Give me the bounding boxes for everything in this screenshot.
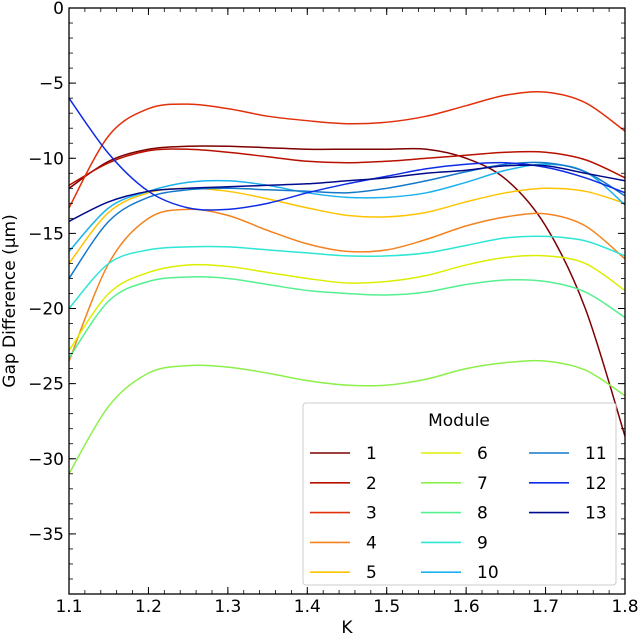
legend-label-3: 3 <box>366 504 377 524</box>
legend-label-7: 7 <box>477 474 488 494</box>
x-tick-label: 1.2 <box>135 597 162 617</box>
x-tick-label: 1.8 <box>611 597 638 617</box>
y-tick-label: 0 <box>53 0 64 19</box>
series-layer <box>68 91 626 475</box>
series-line-3 <box>68 91 626 209</box>
y-axis-title: Gap Difference (μm) <box>0 214 20 387</box>
y-tick-label: −30 <box>28 450 64 470</box>
legend-label-9: 9 <box>477 533 488 553</box>
legend-label-8: 8 <box>477 504 488 524</box>
x-tick-label: 1.7 <box>532 597 559 617</box>
y-tick-label: −10 <box>28 149 64 169</box>
series-line-8 <box>68 276 626 359</box>
legend-label-6: 6 <box>477 444 488 464</box>
plot-frame <box>68 7 626 595</box>
series-line-2 <box>68 148 626 186</box>
x-tick-label: 1.1 <box>55 597 82 617</box>
legend-label-10: 10 <box>477 563 499 583</box>
x-axis-title: K <box>341 618 353 637</box>
series-line-9 <box>68 235 626 310</box>
y-tick-label: −35 <box>28 525 64 545</box>
legend-label-5: 5 <box>366 563 377 583</box>
x-tick-label: 1.5 <box>373 597 400 617</box>
legend-label-12: 12 <box>585 474 607 494</box>
series-line-7 <box>68 359 626 475</box>
x-tick-label: 1.6 <box>453 597 480 617</box>
legend-label-11: 11 <box>585 444 607 464</box>
x-tick-label: 1.3 <box>214 597 241 617</box>
legend-label-2: 2 <box>366 474 377 494</box>
legend-box <box>302 402 617 586</box>
y-tick-label: −15 <box>28 224 64 244</box>
axis-layer: 1.1 1.2 1.3 1.4 1.5 1.6 1.7 1.8 0 −5 −10 −15 −20 −25 −… <box>28 0 638 617</box>
series-line-11 <box>68 161 626 279</box>
y-tick-label: −20 <box>28 300 64 320</box>
series-line-6 <box>68 254 626 352</box>
y-tick-label: −25 <box>28 375 64 395</box>
y-tick-label: −5 <box>39 74 64 94</box>
series-line-13 <box>68 164 626 223</box>
legend-label-1: 1 <box>366 444 377 464</box>
x-tick-label: 1.4 <box>294 597 321 617</box>
series-line-4 <box>68 208 626 362</box>
legend-title: Module <box>428 411 490 431</box>
legend-label-4: 4 <box>366 533 377 553</box>
series-line-1 <box>68 145 626 437</box>
legend-label-13: 13 <box>585 504 607 524</box>
